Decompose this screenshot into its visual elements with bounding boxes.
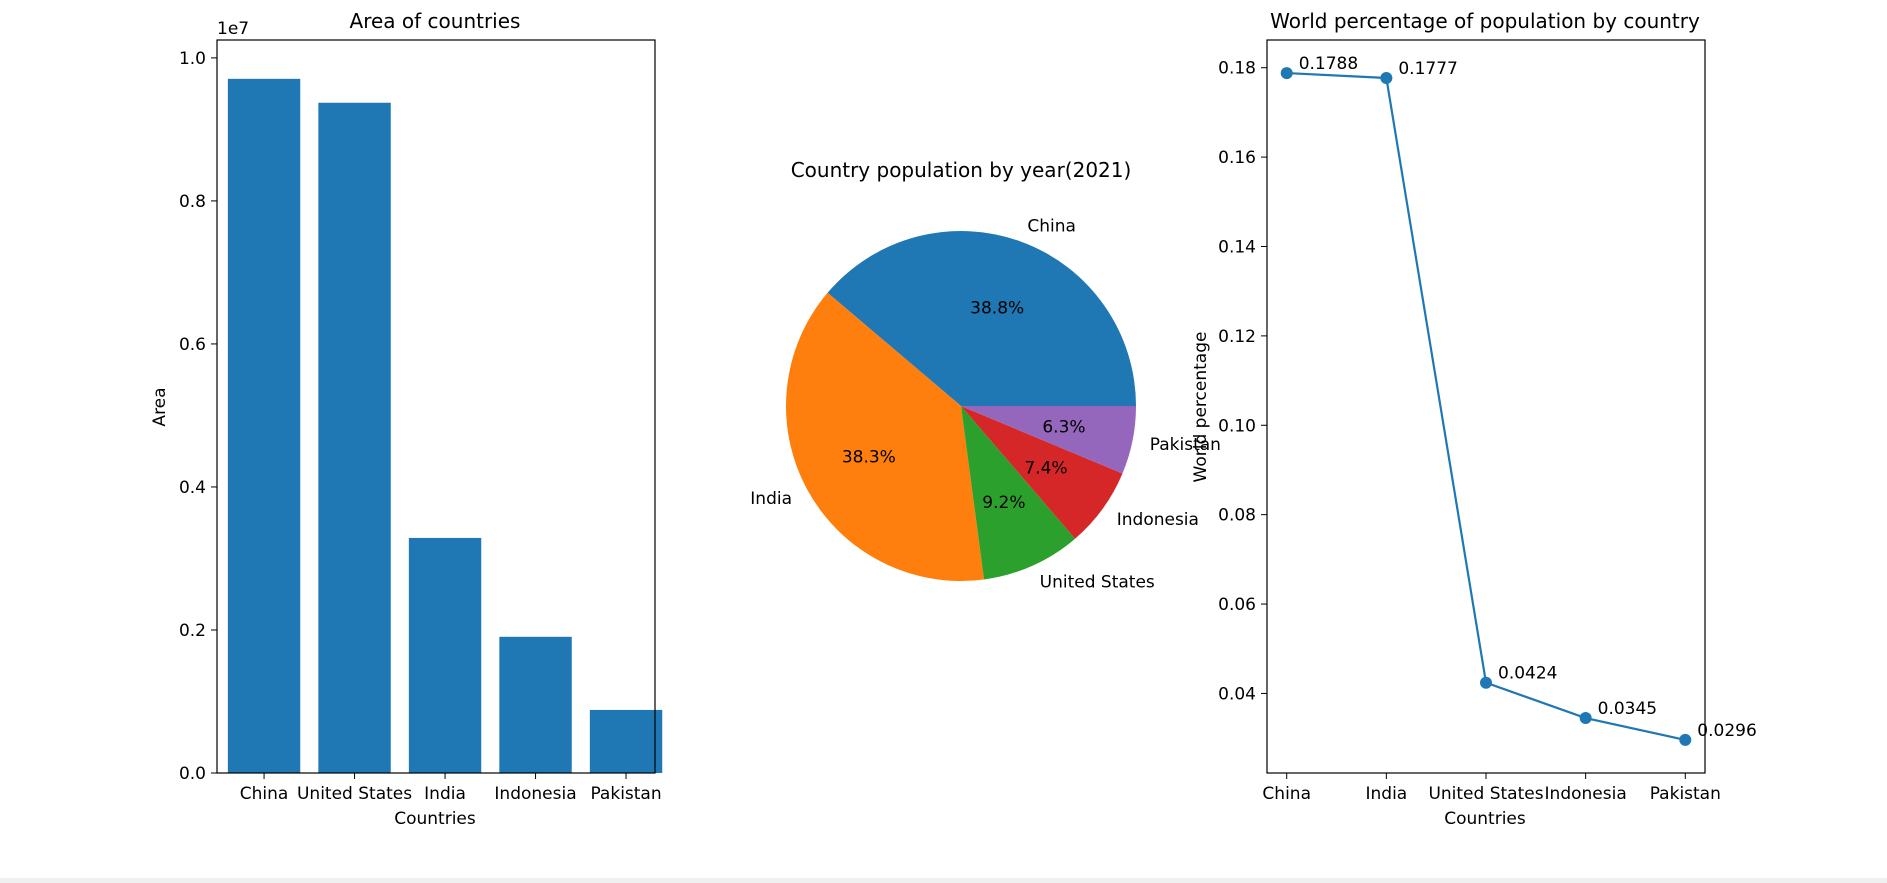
bar-x-tick-label: United States: [297, 784, 412, 804]
pie-wedge: [786, 292, 985, 581]
pie-wedge: [961, 406, 1076, 580]
line-point: [1679, 733, 1692, 746]
bar-chart: Area of countries 1e7 Area Countries 0.0…: [150, 9, 663, 829]
line-x-tick-label: China: [1262, 784, 1311, 804]
bar-y-tick-label: 0.2: [179, 621, 206, 641]
pie-pct-label: 38.8%: [970, 298, 1024, 318]
line-point-label: 0.0424: [1498, 664, 1557, 684]
bar-y-tick-label: 0.6: [179, 335, 206, 355]
line-x-tick-label: Indonesia: [1545, 784, 1627, 804]
bar: [408, 537, 482, 773]
bar-y-tick-label: 1.0: [179, 49, 206, 69]
pie-category-label: China: [1027, 216, 1076, 236]
line-point-label: 0.1777: [1398, 59, 1457, 79]
bar-bars: [227, 78, 663, 774]
bar-x-axis-label: Countries: [394, 809, 476, 829]
line-point-label: 0.1788: [1299, 54, 1358, 74]
pie-chart: Country population by year(2021) 38.8% Ch…: [750, 158, 1221, 593]
line-y-tick-label: 0.18: [1218, 59, 1256, 79]
pie-wedges: [786, 231, 1136, 581]
line-y-tick-label: 0.14: [1218, 237, 1256, 257]
bar: [227, 78, 301, 773]
line-y-axis-label: World percentage: [1191, 332, 1211, 483]
pie-pct-label: 6.3%: [1042, 418, 1085, 438]
pie-wedge: [961, 406, 1136, 474]
pie-category-label: United States: [1040, 573, 1155, 593]
bar-y-tick-label: 0.8: [179, 192, 206, 212]
line-chart-title: World percentage of population by countr…: [1270, 9, 1700, 33]
line-plot-frame: [1266, 39, 1706, 774]
pie-category-label: Pakistan: [1150, 435, 1221, 455]
bar-x-tick-label: Indonesia: [494, 784, 576, 804]
bar: [499, 636, 572, 773]
pie-category-label: India: [750, 489, 792, 509]
bar-plot-frame: [216, 39, 656, 774]
bar-y-axis-label: Area: [150, 387, 170, 426]
line-y-tick-label: 0.10: [1218, 416, 1256, 436]
pie-pct-label: 38.3%: [842, 447, 896, 467]
line-x-tick-label: Pakistan: [1650, 784, 1721, 804]
bar: [589, 709, 663, 773]
line-series-path: [1286, 71, 1686, 741]
bar-chart-title: Area of countries: [350, 9, 521, 33]
bar-y-tick-label: 0.4: [179, 478, 206, 498]
line-chart: World percentage of population by countr…: [1191, 9, 1757, 829]
line-y-ticks: 0.04 0.06 0.08 0.10 0.12 0.14 0.16 0.18: [1218, 59, 1267, 704]
pie-wedge: [827, 231, 1136, 406]
line-x-tick-label: India: [1365, 784, 1407, 804]
pie-wedge: [961, 406, 1123, 539]
pie-labels: 38.8% China 38.3% India 9.2% United States 7.4…: [750, 216, 1221, 592]
pie-category-label: Indonesia: [1117, 510, 1199, 530]
line-y-tick-label: 0.08: [1218, 506, 1256, 526]
line-x-tick-label: United States: [1428, 784, 1543, 804]
line-point: [1280, 67, 1293, 80]
bar: [318, 102, 391, 774]
line-point-label: 0.0296: [1697, 721, 1756, 741]
pie-chart-title: Country population by year(2021): [791, 158, 1132, 182]
line-point-label: 0.0345: [1598, 699, 1657, 719]
bar-y-tick-label: 0.0: [179, 764, 206, 784]
line-series: 0.1788 0.1777 0.0424 0.0345 0.0296: [1280, 54, 1757, 746]
line-point: [1480, 676, 1492, 689]
line-x-axis-label: Countries: [1444, 809, 1526, 829]
line-point: [1380, 71, 1393, 84]
bar-x-ticks: China United States India Indonesia Pakistan: [240, 773, 662, 804]
pie-pct-label: 9.2%: [982, 493, 1025, 513]
line-y-tick-label: 0.12: [1218, 327, 1256, 347]
line-y-tick-label: 0.16: [1218, 148, 1256, 168]
line-point: [1579, 712, 1592, 725]
line-y-tick-label: 0.06: [1218, 595, 1256, 615]
pie-pct-label: 7.4%: [1024, 459, 1067, 479]
bar-x-tick-label: India: [424, 784, 466, 804]
bar-y-ticks: 0.0 0.2 0.4 0.6 0.8 1.0: [179, 49, 217, 784]
line-y-tick-label: 0.04: [1218, 684, 1256, 704]
line-x-ticks: China India United States Indonesia Pakistan: [1262, 773, 1721, 804]
bar-x-tick-label: Pakistan: [590, 784, 661, 804]
bar-offset-text: 1e7: [217, 19, 249, 39]
bar-x-tick-label: China: [240, 784, 289, 804]
